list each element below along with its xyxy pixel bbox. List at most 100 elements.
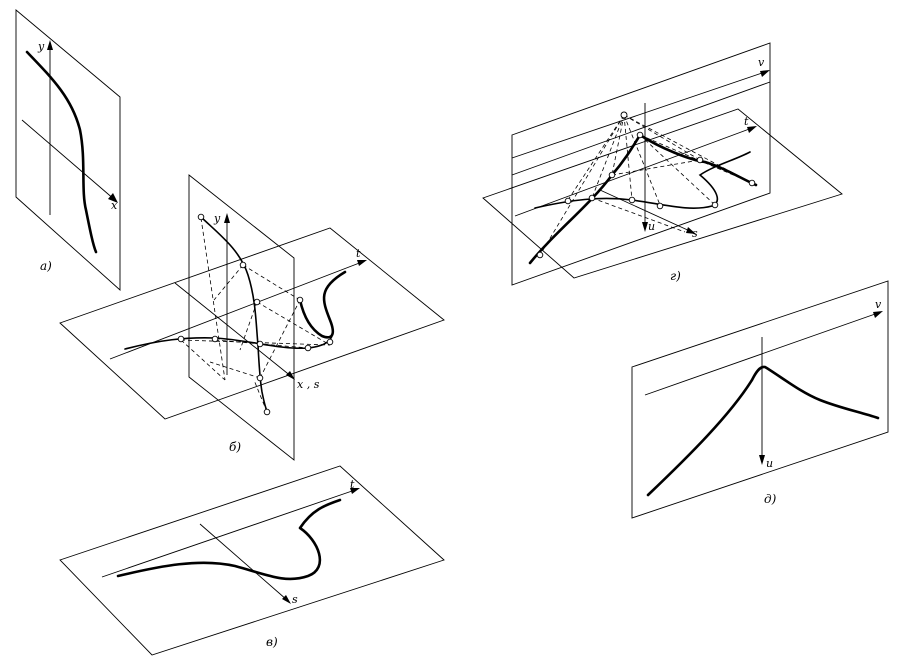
panel-v-s-arrow (282, 595, 291, 604)
panel-d-curve (646, 365, 880, 497)
panel-b-xs-axis (174, 282, 293, 378)
panel-g-point (636, 131, 644, 139)
panel-b-point (253, 298, 261, 306)
panel-b-guide (214, 339, 309, 349)
panel-b-point (239, 261, 247, 269)
panel-a-plane (15, 9, 121, 292)
panel-v-curve (116, 498, 342, 581)
panel-v-plane (59, 465, 445, 656)
panel-b-point (197, 213, 205, 221)
panel-g-ref-line (511, 81, 771, 176)
panel-g-u-label: u (648, 220, 655, 233)
panel-g-t-axis (514, 127, 753, 217)
panel-b-point (177, 335, 185, 343)
panel-g-guide (611, 159, 701, 176)
panel-g-point (536, 251, 544, 259)
panel-g-caption: г) (670, 269, 681, 283)
panel-g-guide (539, 114, 625, 256)
panel-g-left-branch (528, 133, 642, 265)
panel-g-u-arrow (642, 222, 648, 232)
panel-v-t-label: t (350, 478, 355, 491)
panel-d-caption: д) (764, 492, 777, 506)
panel-g-horizontal-curve (534, 151, 751, 209)
panel-b-guide (180, 339, 226, 381)
panel-a-curve (25, 50, 98, 254)
panel-d-v-label: v (875, 298, 882, 311)
panel-b-horizontal-plane (59, 227, 445, 420)
panel-g-point (608, 171, 616, 179)
panel-g-guide (639, 134, 716, 206)
panel-b-point (256, 374, 264, 382)
panel-b: y t x , s б) (59, 174, 445, 461)
panel-b-point (326, 338, 334, 346)
panel-b-guide (253, 379, 268, 413)
panel-g-guide (611, 114, 625, 176)
panel-g-s-axis (599, 189, 693, 233)
panel-d-v-arrow (873, 311, 883, 318)
panel-g-v-axis (511, 71, 766, 159)
panel-v-t-arrow (350, 488, 360, 494)
panel-b-t-label: t (356, 247, 361, 260)
panel-b-guide (180, 339, 331, 346)
panel-b-guide (256, 301, 331, 346)
panel-g-t-label: t (744, 115, 749, 128)
panel-b-horizontal-curve (124, 324, 334, 350)
panel-g-v-label: v (758, 56, 765, 69)
panel-g-point (711, 201, 719, 209)
panel-b-point (263, 408, 271, 416)
panel-g-guide (591, 197, 686, 233)
panel-b-point (256, 340, 264, 348)
panel-b-vertical-plane (188, 174, 295, 461)
panel-b-guide (242, 264, 301, 301)
panel-b-y-label: y (213, 212, 221, 225)
panel-b-point (211, 335, 219, 343)
panel-d-u-label: u (766, 457, 773, 470)
panel-g-guide (623, 114, 633, 201)
panel-d-u-arrow (759, 455, 765, 465)
panel-g-point (748, 179, 756, 187)
panel-b-guide (213, 264, 244, 301)
panel-a-y-label: y (37, 40, 45, 53)
panel-g-vertical-plane (511, 42, 771, 286)
panel-g-guide (567, 114, 625, 201)
panel-a-x-axis (21, 119, 116, 201)
panel-g-v-arrow (760, 70, 770, 77)
panel-g-point (656, 202, 664, 210)
panel-b-y-arrow (224, 213, 230, 223)
panel-g-guide (623, 114, 661, 206)
panel-g-guide (591, 114, 625, 199)
panel-v-t-axis (101, 489, 356, 578)
panel-b-guide (259, 299, 301, 379)
panel-b-t-arrow (357, 260, 367, 266)
panel-b-guide (200, 217, 226, 381)
panel-g-s-arrow (686, 227, 696, 234)
panel-b-point (296, 296, 304, 304)
panel-d: v u д) (631, 280, 889, 519)
panel-v-s-axis (199, 523, 288, 601)
panel-b-point (304, 344, 312, 352)
panel-b-vertical-curve (200, 216, 269, 414)
panel-g-point (564, 197, 572, 205)
panel-g-horizontal-plane (482, 108, 843, 279)
panel-a-caption: а) (40, 259, 52, 273)
panel-v-caption: в) (266, 635, 278, 649)
panel-d-plane (631, 280, 889, 519)
panel-g-point (620, 111, 628, 119)
panel-b-projected-curve (298, 270, 347, 339)
panel-v: t s в) (59, 465, 445, 656)
panel-a-y-arrow (47, 40, 53, 50)
panel-v-s-label: s (292, 593, 298, 606)
panel-g-point (696, 156, 704, 164)
panel-g-guide (623, 114, 701, 161)
panel-b-xs-arrow (286, 371, 295, 380)
panel-g-point (588, 194, 596, 202)
panel-a-x-label: x (111, 199, 118, 212)
panel-d-v-axis (644, 312, 879, 396)
panel-a: y x а) (15, 9, 121, 292)
panel-g-s-label: s (692, 227, 698, 240)
panel-g-point (628, 196, 636, 204)
panel-b-caption: б) (229, 440, 241, 454)
panel-a-x-arrow (108, 193, 118, 203)
